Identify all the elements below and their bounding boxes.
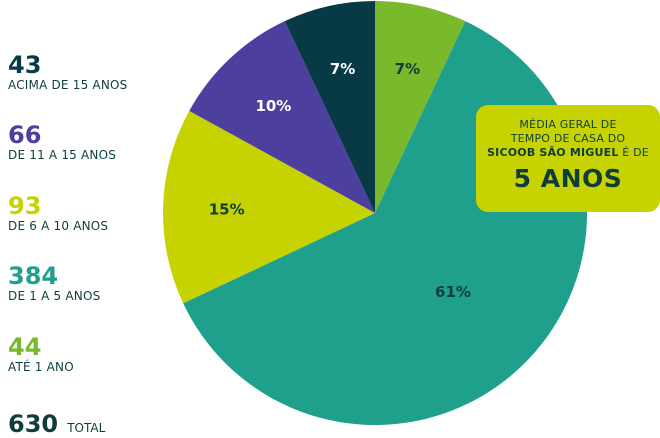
- callout-line-1: MÉDIA GERAL DE: [519, 118, 617, 131]
- pie-slice-label-4: 7%: [330, 60, 355, 78]
- legend-entry-11-15: 66 DE 11 A 15 ANOS: [8, 122, 116, 163]
- pie-slice-2: [162, 110, 375, 304]
- pie-slice-label-2: 15%: [209, 200, 245, 218]
- pie-slice-label-1: 61%: [435, 283, 471, 301]
- pie-slice-0: [375, 1, 466, 213]
- pie-slice-label-3: 10%: [255, 97, 291, 115]
- legend-count: 66: [8, 121, 42, 149]
- legend-label: DE 11 A 15 ANOS: [8, 148, 117, 162]
- pie-slice-4: [284, 1, 375, 213]
- pie-slice-3: [189, 21, 375, 214]
- callout-line-2: TEMPO DE CASA DO: [510, 132, 626, 145]
- legend-label: ATÉ 1 ANO: [8, 360, 74, 374]
- average-tenure-callout: MÉDIA GERAL DE TEMPO DE CASA DO SICOOB S…: [476, 105, 660, 212]
- legend-label: DE 1 A 5 ANOS: [8, 289, 101, 303]
- callout-company: SICOOB SÃO MIGUEL: [487, 146, 619, 159]
- callout-line-3: SICOOB SÃO MIGUEL É DE: [476, 146, 660, 160]
- legend-entry-1-5: 384 DE 1 A 5 ANOS: [8, 263, 100, 304]
- legend-count: 43: [8, 51, 42, 79]
- legend-label: DE 6 A 10 ANOS: [8, 219, 109, 233]
- legend-entry-6-10: 93 DE 6 A 10 ANOS: [8, 193, 108, 234]
- legend-entry-ate-1: 44 ATÉ 1 ANO: [8, 334, 74, 375]
- total: 630 TOTAL: [8, 410, 105, 438]
- total-label: TOTAL: [67, 421, 106, 435]
- legend-entry-acima-15: 43 ACIMA DE 15 ANOS: [8, 52, 127, 93]
- legend-count: 44: [8, 333, 42, 361]
- legend: 43 ACIMA DE 15 ANOS 66 DE 11 A 15 ANOS 9…: [8, 0, 178, 438]
- callout-line-3-rest: É DE: [618, 146, 649, 159]
- callout-value: 5 ANOS: [513, 164, 623, 193]
- legend-label: ACIMA DE 15 ANOS: [8, 78, 128, 92]
- legend-count: 93: [8, 192, 42, 220]
- total-count: 630: [8, 410, 59, 438]
- legend-count: 384: [8, 262, 59, 290]
- pie-slice-label-0: 7%: [395, 60, 420, 78]
